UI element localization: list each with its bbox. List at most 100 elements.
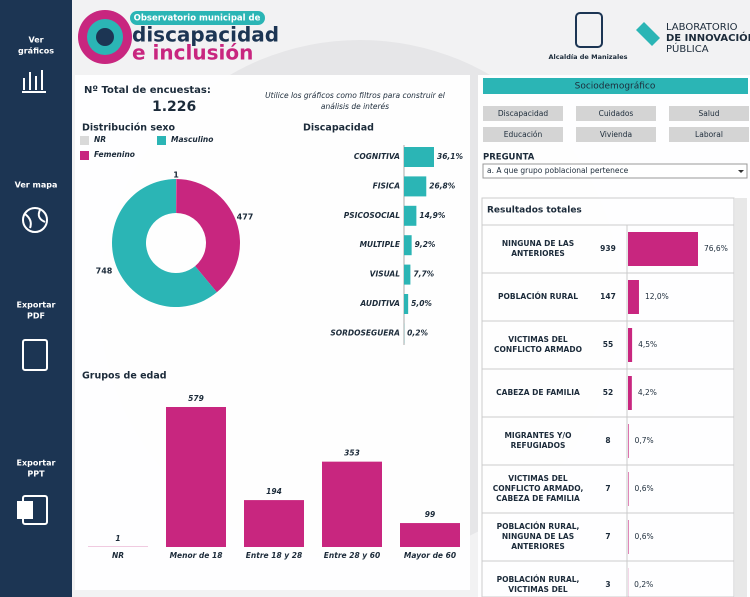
nav-label[interactable]: gráficos [18, 47, 54, 56]
bar [166, 407, 226, 547]
lab-icon [636, 22, 660, 46]
tab-label: Laboral [695, 130, 723, 139]
value-label: 1 [115, 534, 120, 543]
category-label: AUDITIVA [359, 299, 400, 308]
row-count: 939 [600, 244, 616, 253]
side-panel [478, 75, 750, 597]
slice-label: 748 [96, 267, 113, 276]
lab-line1: LABORATORIO [666, 22, 738, 33]
logo-top: Observatorio municipal de [134, 14, 261, 24]
tab[interactable] [483, 127, 563, 142]
sidebar-icons [17, 70, 48, 525]
legend-label: Masculino [171, 135, 213, 144]
value-label: 0,7% [635, 436, 654, 445]
lab-line2: DE INNOVACIÓN [666, 31, 750, 44]
tab[interactable] [669, 127, 749, 142]
total-value: 1.226 [152, 99, 196, 115]
value-label: 0,6% [635, 532, 654, 541]
hint: Utilice los gráficos como filtros para c… [265, 91, 446, 100]
results-box [481, 197, 735, 597]
row-count: 52 [603, 388, 613, 397]
nav-label[interactable]: Exportar [17, 301, 56, 310]
x-tick-label: Menor de 18 [170, 551, 223, 560]
tab-label: Educación [504, 130, 543, 139]
legend-label: Femenino [94, 150, 135, 159]
x-tick-label: Entre 18 y 28 [246, 551, 302, 560]
value-label: 36,1% [437, 152, 464, 161]
row-label: VICTIMAS DEL [508, 474, 568, 483]
value-label: 5,0% [411, 299, 432, 308]
tab[interactable] [483, 106, 563, 121]
category-label: VISUAL [370, 270, 401, 279]
bar [404, 205, 417, 226]
category-label: COGNITIVA [354, 152, 400, 161]
category-label: PSICOSOCIAL [344, 211, 400, 220]
nav-label[interactable]: PPT [27, 470, 45, 479]
nav-label[interactable]: Exportar [17, 459, 56, 468]
tab[interactable] [576, 106, 656, 121]
question: a. A que grupo poblacional pertenece [487, 166, 629, 175]
nav-label[interactable]: Ver mapa [15, 181, 58, 190]
row-label: CABEZA DE FAMILIA [496, 388, 580, 397]
bar [322, 461, 382, 547]
row-label: POBLACIÓN RURAL, [497, 522, 580, 531]
alcaldia-shield [575, 12, 603, 48]
pie-slice [176, 179, 240, 293]
bar [628, 328, 633, 362]
row-count: 55 [603, 340, 613, 349]
question-label: PREGUNTA [483, 153, 535, 163]
row-label: NINGUNA DE LAS [502, 239, 574, 248]
row-label: REFUGIADOS [511, 441, 566, 450]
question-select[interactable] [482, 163, 748, 179]
row-count: 8 [605, 436, 610, 445]
row-count: 7 [605, 532, 610, 541]
x-tick-label: NR [112, 551, 124, 560]
value-label: 0,6% [635, 484, 654, 493]
row-label: MIGRANTES Y/O [504, 431, 571, 440]
chart-title: Grupos de edad [82, 371, 167, 382]
row-label: CONFLICTO ARMADO, [493, 484, 584, 493]
value-label: 0,2% [407, 328, 428, 337]
bar [628, 520, 629, 554]
value-label: 9,2% [415, 240, 436, 249]
value-label: 353 [344, 449, 360, 458]
logo-line1: discapacidad [132, 23, 279, 47]
bar [404, 147, 434, 167]
slice-label: 1 [173, 171, 179, 180]
tab[interactable] [669, 106, 749, 121]
legend-swatch [80, 136, 89, 145]
row-count: 3 [605, 580, 610, 589]
value-label: 12,0% [645, 292, 669, 301]
row-label: CONFLICTO ARMADO [494, 345, 582, 354]
bar [628, 472, 629, 506]
bar [628, 424, 629, 458]
bar [628, 232, 698, 266]
legend-swatch [80, 151, 89, 160]
scrollbar [735, 198, 747, 597]
results-title: Resultados totales [487, 206, 582, 216]
bar [400, 523, 460, 547]
panel-title: Sociodemográfico [575, 82, 656, 92]
bar [628, 280, 639, 314]
select-arrow [738, 170, 744, 173]
logo-line2: e inclusión [132, 41, 253, 65]
row-label: VICTIMAS DEL [508, 335, 568, 344]
value-label: 4,2% [638, 388, 657, 397]
bar [628, 376, 632, 410]
legend-label: NR [94, 135, 106, 144]
bar [244, 500, 304, 547]
value-label: 194 [266, 487, 282, 496]
nav-label[interactable]: PDF [27, 312, 45, 321]
tab[interactable] [576, 127, 656, 142]
nav-label[interactable]: Ver [28, 36, 43, 45]
row-label: ANTERIORES [511, 542, 565, 551]
value-label: 14,9% [419, 211, 446, 220]
bar [404, 294, 409, 314]
row-count: 7 [605, 484, 610, 493]
bar [404, 235, 412, 256]
logo-banner [130, 11, 265, 25]
category-label: MULTIPLE [360, 240, 401, 249]
row-label: POBLACIÓN RURAL, [497, 575, 580, 584]
tab-label: Discapacidad [498, 109, 548, 118]
